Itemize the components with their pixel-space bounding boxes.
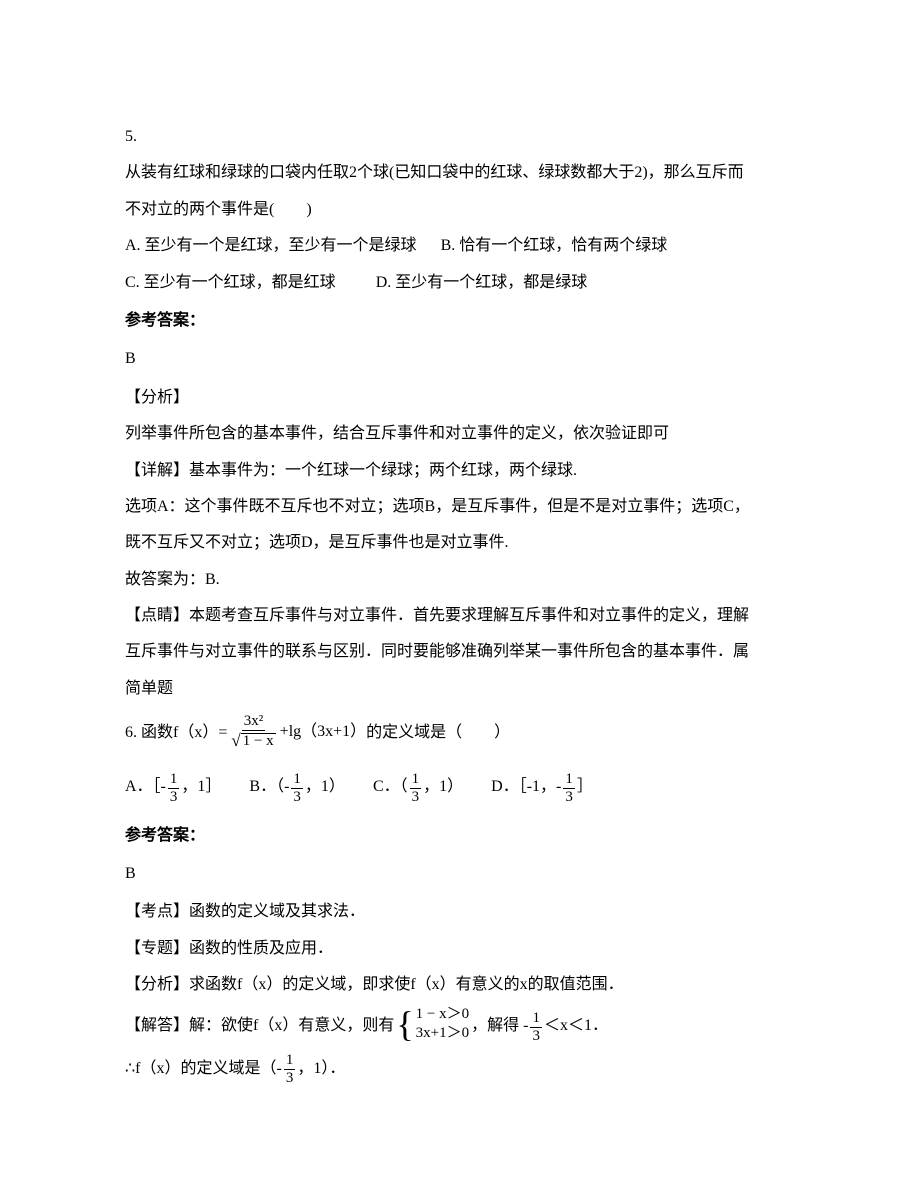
q5-answer-label: 参考答案：: [125, 312, 205, 329]
frac-num: 1: [410, 772, 422, 789]
q6-stem: 6. 函数f（x）= 3x² √1 − x +lg（3x+1） 的定义域是（ ）: [125, 714, 805, 750]
q6-answer: B: [125, 865, 136, 882]
q6-options: A．［- 13 ，1］ B．（- 13 ，1） C．（ 13 ，1） D．［-1…: [125, 770, 805, 804]
q6-option-a: A．［- 13 ，1］: [125, 770, 221, 804]
q5-detail-4: 故答案为：B.: [125, 571, 220, 588]
q6-fraction-denominator: √1 − x: [229, 731, 277, 750]
q6-option-c: C．（ 13 ，1）: [373, 770, 463, 804]
q5-option-b: B. 恰有一个红球，恰有两个绿球: [441, 237, 668, 254]
q5-detail-3: 既不互斥又不对立；选项D，是互斥事件也是对立事件.: [125, 534, 509, 551]
q6-opt-c-pre: C．（: [373, 770, 408, 804]
q6-zt: 【专题】函数的性质及应用．: [125, 940, 333, 957]
q6-fraction-numerator: 3x²: [242, 714, 266, 731]
frac-den: 3: [291, 789, 303, 805]
q6-fx: 【分析】求函数f（x）的定义域，即求使f（x）有意义的x的取值范围．: [125, 976, 624, 993]
q5-number: 5.: [125, 120, 805, 154]
q6-conclusion: ∴f（x）的定义域是（- 13 ，1）．: [125, 1052, 345, 1086]
q6-opt-d-post: ］: [577, 770, 593, 804]
q5-option-c: C. 至少有一个红球，都是红球: [125, 274, 336, 291]
q5-option-a: A. 至少有一个是红球，至少有一个是绿球: [125, 237, 417, 254]
q6-opt-d-pre: D．［-1，-: [491, 770, 561, 804]
frac-num: 1: [168, 772, 180, 789]
frac-num: 1: [530, 1011, 542, 1028]
frac-den: 3: [410, 789, 422, 805]
q6-opt-a-post: ，1］: [181, 770, 221, 804]
q6-opt-b-pre: B．（-: [249, 770, 289, 804]
q6-brace: { 1 − x＞0 3x+1＞0: [396, 1005, 469, 1044]
q6-opt-b-post: ，1）: [305, 770, 345, 804]
q5-detail-1: 【详解】基本事件为：一个红球一个绿球；两个红球，两个绿球.: [125, 462, 577, 479]
q5-remark-2: 互斥事件与对立事件的联系与区别．同时要能够准确列举某一事件所包含的基本事件．属: [125, 643, 749, 660]
q6-conc-post: ，1）．: [297, 1052, 345, 1086]
q5-analysis-label: 【分析】: [125, 389, 189, 406]
q6-answer-label: 参考答案：: [125, 827, 205, 844]
q5-stem-line2: 不对立的两个事件是( ): [125, 193, 805, 227]
q6-option-d: D．［-1，- 13 ］: [491, 770, 593, 804]
frac-num: 1: [284, 1053, 296, 1070]
frac-num: 1: [563, 772, 575, 789]
frac-den: 3: [563, 789, 575, 805]
q5-detail-2: 选项A：这个事件既不互斥也不对立；选项B，是互斥事件，但是不是对立事件；选项C，: [125, 498, 750, 515]
frac-den: 3: [530, 1028, 542, 1044]
q6-sys-ineq-1: 1 − x＞0: [416, 1005, 469, 1025]
frac-den: 3: [168, 789, 180, 805]
q6-prefix: 6. 函数f（x）=: [125, 716, 227, 750]
frac-num: 1: [291, 772, 303, 789]
q5-answer: B: [125, 350, 136, 367]
q5-analysis: 列举事件所包含的基本事件，结合互斥事件和对立事件的定义，依次验证即可: [125, 425, 669, 442]
q6-jd-line: 【解答】解：欲使f（x）有意义，则有 { 1 − x＞0 3x+1＞0 ，解得 …: [125, 1005, 608, 1044]
q5-remark-3: 简单题: [125, 680, 173, 697]
q6-jd-post: ＜x＜1．: [544, 1009, 608, 1043]
q5-remark-1: 【点睛】本题考查互斥事件与对立事件．首先要求理解互斥事件和对立事件的定义，理解: [125, 607, 749, 624]
q6-sqrt-body: 1 − x: [241, 733, 276, 749]
q6-sys-ineq-2: 3x+1＞0: [416, 1024, 469, 1044]
q6-opt-a-pre: A．［-: [125, 770, 166, 804]
q6-conc-pre: ∴f（x）的定义域是（-: [125, 1052, 282, 1086]
frac-den: 3: [284, 1070, 296, 1086]
q6-option-b: B．（- 13 ，1）: [249, 770, 345, 804]
q6-jd-pre: 【解答】解：欲使f（x）有意义，则有: [125, 1009, 394, 1043]
q5-option-d: D. 至少有一个红球，都是绿球: [376, 274, 588, 291]
q6-plus-lg: +lg（3x+1）: [280, 715, 367, 749]
q6-jd-mid: ，解得 -: [471, 1009, 528, 1043]
q6-main-fraction: 3x² √1 − x: [229, 714, 277, 750]
q6-opt-c-post: ，1）: [423, 770, 463, 804]
q6-kd: 【考点】函数的定义域及其求法．: [125, 903, 365, 920]
q5-stem-line1: 从装有红球和绿球的口袋内任取2个球(已知口袋中的红球、绿球数都大于2)，那么互斥…: [125, 156, 805, 190]
q6-suffix: 的定义域是（ ）: [366, 716, 510, 750]
